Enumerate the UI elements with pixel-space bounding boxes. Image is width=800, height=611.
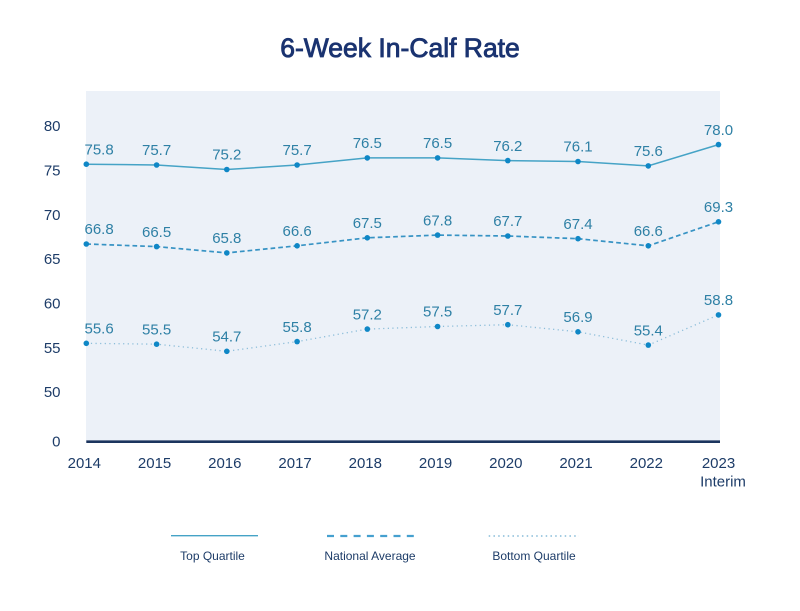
svg-text:67.4: 67.4: [563, 216, 592, 233]
svg-text:54.7: 54.7: [212, 329, 241, 346]
svg-text:Top Quartile: Top Quartile: [180, 549, 245, 563]
svg-text:Interim: Interim: [700, 474, 746, 491]
svg-text:75.7: 75.7: [282, 142, 311, 159]
svg-text:55.8: 55.8: [282, 319, 311, 336]
svg-text:78.0: 78.0: [704, 122, 733, 139]
svg-text:65.8: 65.8: [212, 230, 241, 247]
svg-text:66.5: 66.5: [142, 224, 171, 241]
svg-text:2020: 2020: [489, 455, 522, 472]
svg-text:75.2: 75.2: [212, 147, 241, 164]
svg-text:65: 65: [44, 251, 61, 268]
svg-text:76.1: 76.1: [563, 139, 592, 156]
svg-text:58.8: 58.8: [704, 292, 733, 309]
svg-text:76.5: 76.5: [423, 135, 452, 152]
svg-text:80: 80: [44, 118, 61, 135]
svg-text:2018: 2018: [349, 455, 382, 472]
svg-text:57.2: 57.2: [353, 306, 382, 323]
svg-text:57.7: 57.7: [493, 302, 522, 319]
svg-text:50: 50: [44, 384, 61, 401]
svg-text:75.8: 75.8: [85, 141, 114, 158]
svg-text:2016: 2016: [208, 455, 241, 472]
svg-text:70: 70: [44, 207, 61, 224]
svg-text:2014: 2014: [68, 455, 101, 472]
svg-text:55.6: 55.6: [85, 321, 114, 338]
svg-text:6-Week In-Calf Rate: 6-Week In-Calf Rate: [280, 33, 520, 63]
svg-text:2015: 2015: [138, 455, 171, 472]
svg-text:75.7: 75.7: [142, 142, 171, 159]
svg-text:67.8: 67.8: [423, 212, 452, 229]
svg-text:56.9: 56.9: [563, 309, 592, 326]
svg-text:76.2: 76.2: [493, 138, 522, 155]
svg-text:0: 0: [52, 434, 60, 451]
svg-text:57.5: 57.5: [423, 304, 452, 321]
svg-text:75: 75: [44, 163, 61, 180]
svg-text:2017: 2017: [278, 455, 311, 472]
svg-text:2022: 2022: [630, 455, 663, 472]
svg-text:66.8: 66.8: [85, 221, 114, 238]
svg-text:Bottom Quartile: Bottom Quartile: [492, 549, 576, 563]
svg-text:69.3: 69.3: [704, 199, 733, 216]
svg-text:76.5: 76.5: [353, 135, 382, 152]
svg-text:2019: 2019: [419, 455, 452, 472]
svg-text:National Average: National Average: [324, 549, 416, 563]
svg-text:67.7: 67.7: [493, 213, 522, 230]
svg-text:67.5: 67.5: [353, 215, 382, 232]
svg-text:66.6: 66.6: [634, 223, 663, 240]
svg-text:55.5: 55.5: [142, 321, 171, 338]
svg-text:55.4: 55.4: [634, 322, 663, 339]
svg-text:2023: 2023: [702, 455, 735, 472]
svg-text:60: 60: [44, 296, 61, 313]
svg-text:2021: 2021: [559, 455, 592, 472]
svg-text:75.6: 75.6: [634, 143, 663, 160]
svg-text:66.6: 66.6: [282, 223, 311, 240]
svg-text:55: 55: [44, 340, 61, 357]
